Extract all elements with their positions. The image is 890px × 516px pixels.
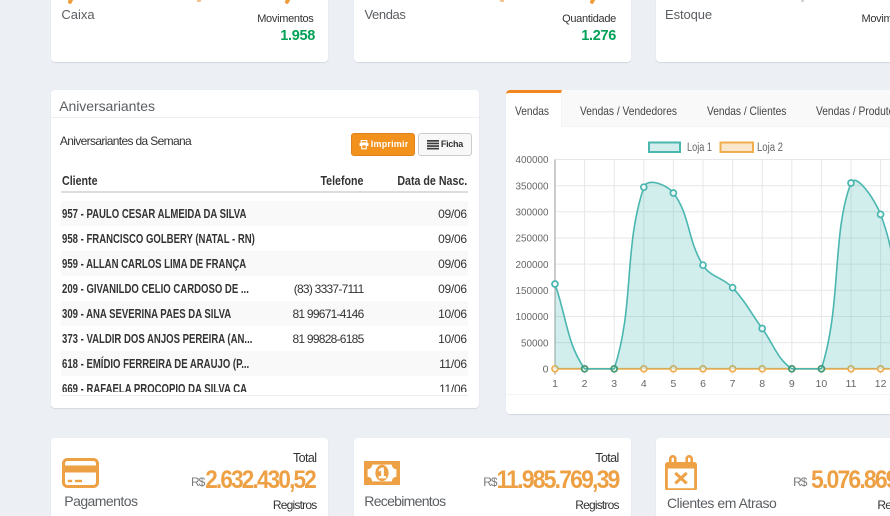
svg-text:200000: 200000 (516, 259, 549, 271)
svg-text:2: 2 (582, 378, 588, 390)
svg-text:150000: 150000 (516, 285, 549, 297)
svg-text:10: 10 (816, 378, 828, 390)
svg-text:Loja 2: Loja 2 (757, 142, 783, 154)
svg-text:11: 11 (846, 378, 857, 390)
svg-text:7: 7 (730, 378, 736, 390)
svg-text:1: 1 (552, 378, 558, 390)
svg-text:8: 8 (759, 378, 765, 390)
svg-text:1: 1 (378, 466, 386, 482)
svg-text:400000: 400000 (516, 154, 549, 166)
svg-text:9: 9 (789, 378, 795, 390)
svg-text:4: 4 (641, 378, 647, 390)
svg-text:50000: 50000 (521, 337, 549, 349)
svg-text:350000: 350000 (516, 180, 549, 192)
svg-text:100000: 100000 (516, 311, 549, 323)
svg-text:0: 0 (543, 364, 549, 376)
svg-text:Loja 1: Loja 1 (687, 142, 712, 154)
svg-text:12: 12 (875, 378, 887, 390)
svg-text:300000: 300000 (516, 207, 549, 219)
svg-text:250000: 250000 (516, 233, 549, 245)
svg-text:3: 3 (611, 378, 617, 390)
svg-text:5: 5 (670, 378, 676, 390)
svg-text:6: 6 (700, 378, 706, 390)
